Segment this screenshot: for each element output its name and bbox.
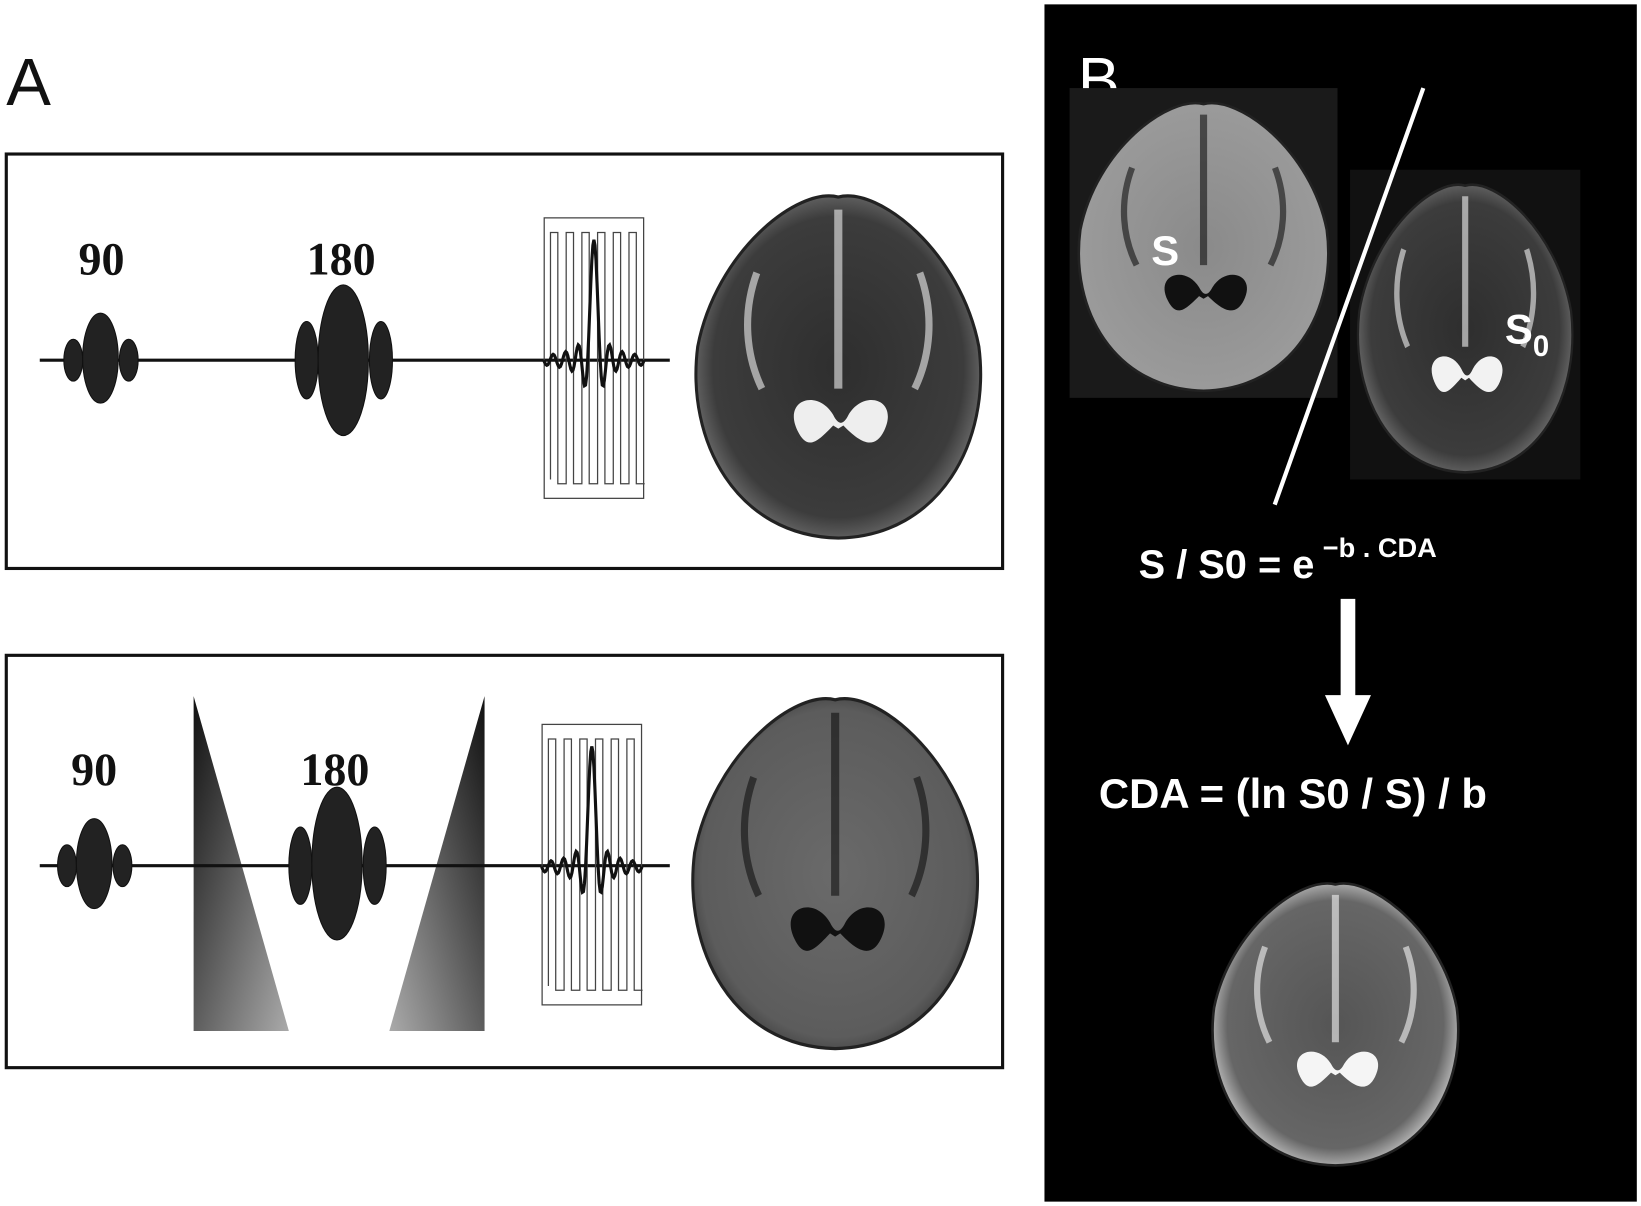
sulcus [740,776,762,898]
brain-image [694,194,983,540]
gradient-lobe [389,696,485,1032]
readout [540,723,644,1006]
sulcus [908,776,930,898]
readout [542,217,646,499]
image-label: S [1151,227,1179,274]
pulse-180 [288,786,387,941]
image-label: S0 [1505,305,1549,363]
label-subscript: 0 [1533,330,1549,363]
echo-signal [542,239,646,389]
sulcus [1398,945,1417,1044]
brain-image [691,697,980,1051]
brain-image [1069,88,1338,398]
sequence-box: 90 180 [4,152,1005,571]
ventricles [793,400,888,443]
sulcus [1120,166,1140,267]
sulcus [911,271,933,391]
readout-trajectory [547,738,643,991]
pulse-label: 180 [307,233,376,284]
sulcus [1267,166,1287,267]
sulcus [1394,248,1411,349]
ventricles [1431,356,1503,393]
ventricles [1164,274,1247,311]
panel-label: A [6,45,51,120]
readout-frame [543,217,645,499]
ventricles [790,907,885,951]
pulse-label: 180 [300,744,369,795]
gradient-lobe [193,696,289,1032]
readout-frame [541,723,643,1006]
ventricles [1297,1051,1379,1087]
equation-base: S / S0 = e [1139,543,1315,587]
readout-trajectory [549,231,645,485]
brain-image [1350,169,1581,480]
sulcus [1254,945,1273,1044]
sulcus [744,271,766,391]
pulse-90 [57,818,133,910]
label-base: S [1505,305,1533,352]
divider [1272,87,1426,506]
equation: S / S0 = e −b . CDA [1139,532,1437,587]
pulse-180 [294,284,393,437]
brain-image [1211,882,1460,1167]
pulse-label: 90 [71,744,117,795]
equation-exponent: −b . CDA [1323,532,1437,563]
echo-signal [540,746,644,895]
sequence-box: 90 180 [4,653,1005,1070]
pulse-label: 90 [79,233,125,284]
sulcus [1520,248,1537,349]
equation: CDA = (ln S0 / S) / b [1099,770,1487,817]
arrow-head [1324,695,1371,746]
pulse-90 [63,312,139,404]
